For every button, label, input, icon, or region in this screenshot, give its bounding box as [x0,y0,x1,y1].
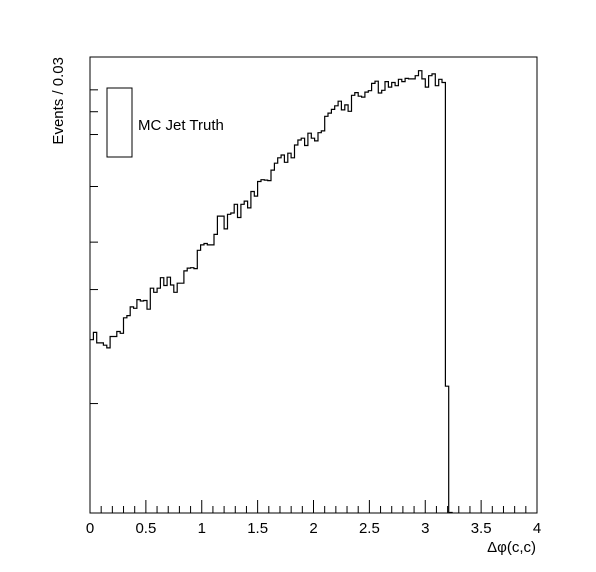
y-axis [90,89,98,405]
x-axis: 0 0.5 1 1.5 2 2.5 3 3.5 4 [86,500,541,537]
x-tick-label: 3.5 [471,520,492,537]
x-tick-label: 1 [198,520,206,537]
legend: MC Jet Truth [106,87,224,158]
x-tick-label: 2 [309,520,317,537]
x-tick-label: 0 [86,520,94,537]
x-tick-label: 4 [533,520,541,537]
histogram-step-line [90,70,453,514]
x-tick-label: 3 [421,520,429,537]
x-axis-title: Δφ(c,c) [487,539,536,556]
legend-label: MC Jet Truth [138,117,224,134]
y-axis-title: Events / 0.03 [50,57,67,145]
legend-swatch [106,87,133,158]
x-tick-label: 1.5 [247,520,268,537]
x-tick-label: 0.5 [135,520,156,537]
x-tick-label: 2.5 [359,520,380,537]
